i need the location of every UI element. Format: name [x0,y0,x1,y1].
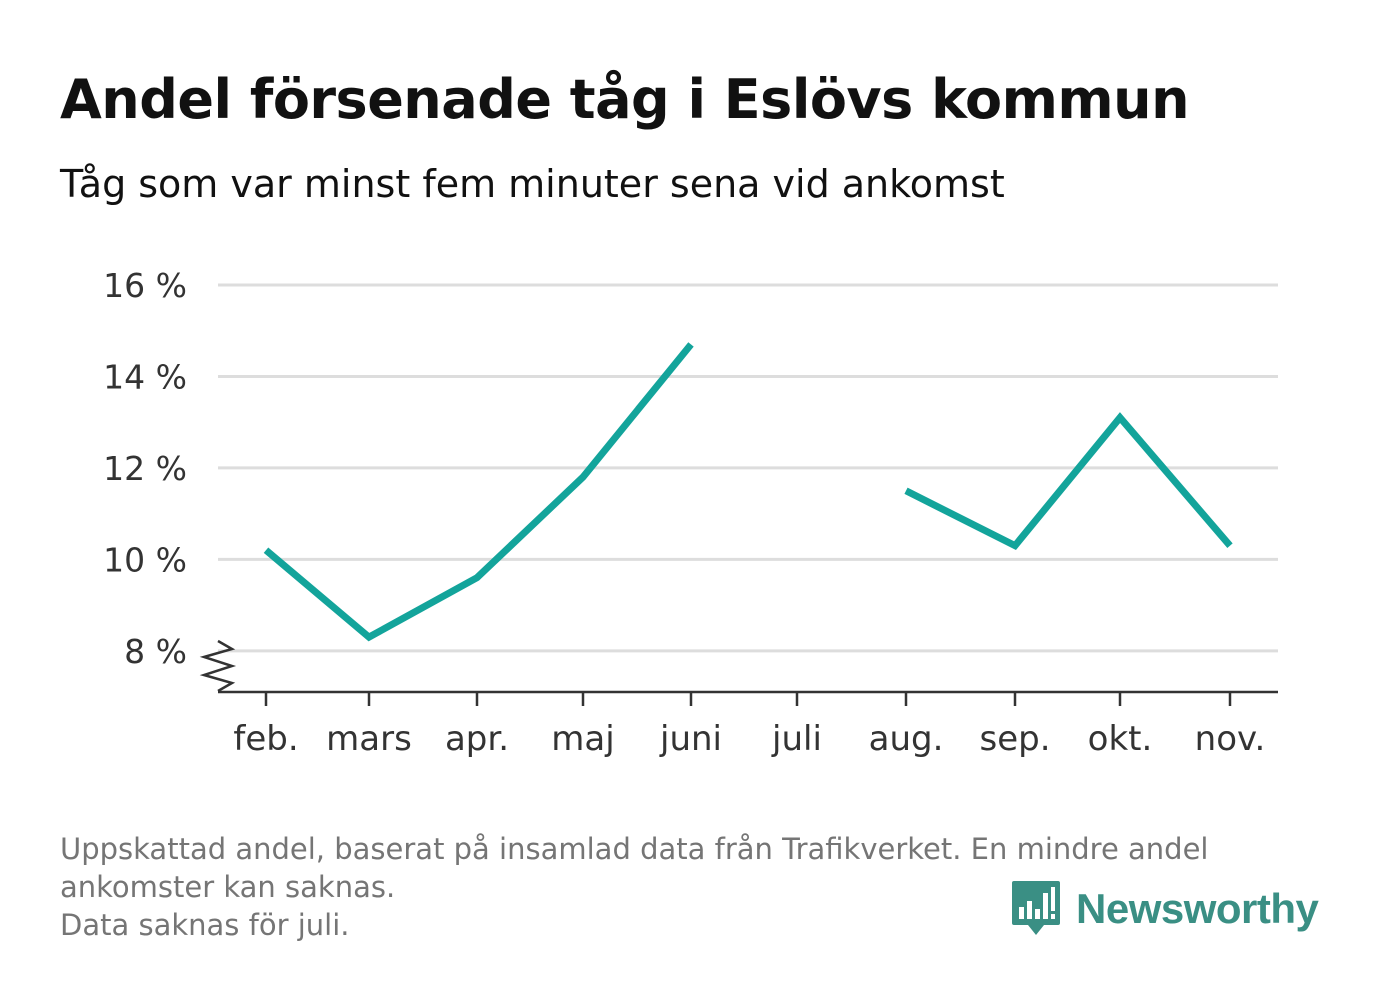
chart-title: Andel försenade tåg i Eslövs kommun [60,68,1190,131]
y-tick-labels: 8 % 10 % 12 % 14 % 16 % [103,266,187,671]
x-tick-label: aug. [869,719,944,759]
x-tick-label: okt. [1088,719,1153,759]
series-line [263,342,694,642]
grid-lines [218,283,1278,653]
newsworthy-logo-icon [1012,881,1060,935]
x-tick-label: juli [771,719,822,759]
chart-subtitle: Tåg som var minst fem minuter sena vid a… [60,162,1005,206]
x-tick-label: feb. [233,719,298,759]
x-tick-label: maj [551,719,614,759]
x-tick-labels: feb. mars apr. maj juni juli aug. sep. okt. nov. [233,719,1265,759]
series-line [904,412,1233,551]
y-tick-label: 16 % [103,266,187,305]
x-tick-label: sep. [979,719,1050,759]
footnote: Uppskattad andel, baserat på insamlad da… [60,830,1320,944]
footnote-line-2: ankomster kan saknas. [60,870,396,904]
y-tick-label: 12 % [103,449,187,488]
brand-name: Newsworthy [1076,885,1319,932]
x-tick-label: nov. [1195,719,1266,759]
x-tick-label: apr. [445,719,509,759]
x-tick-label: mars [326,719,412,759]
series-lines [263,342,1233,642]
y-tick-label: 8 % [124,632,187,671]
footnote-line-3: Data saknas för juli. [60,908,350,942]
x-axis [199,639,1278,706]
y-tick-label: 14 % [103,357,187,396]
y-tick-label: 10 % [103,540,187,579]
axis-break-mark [199,639,237,693]
brand-logo: Newsworthy [1010,878,1319,940]
footnote-line-1: Uppskattad andel, baserat på insamlad da… [60,832,1209,866]
x-tick-label: juni [659,719,722,759]
